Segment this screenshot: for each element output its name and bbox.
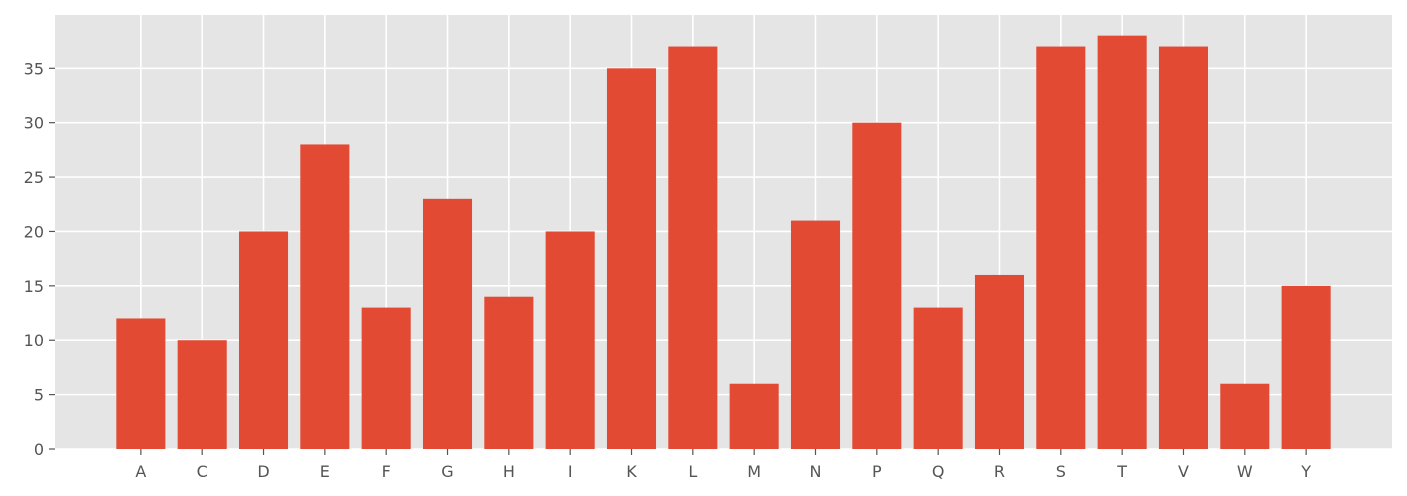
x-tick-label: A (135, 462, 146, 481)
bar-m (729, 383, 779, 449)
x-tick-label: V (1178, 462, 1189, 481)
x-tick-label: N (810, 462, 822, 481)
bar-e (300, 144, 350, 449)
bar-n (790, 220, 841, 449)
x-tick-label: I (568, 462, 573, 481)
x-tick-label: H (503, 462, 515, 481)
bars (116, 35, 1331, 450)
bar-g (422, 198, 473, 449)
x-tick-label: S (1056, 462, 1066, 481)
y-tick-label: 10 (24, 331, 44, 350)
y-tick-label: 35 (24, 59, 44, 78)
x-tick-label: G (441, 462, 453, 481)
x-tick-label: Y (1300, 462, 1311, 481)
bar-r (974, 274, 1025, 449)
bar-d (238, 231, 289, 449)
x-tick-label: P (872, 462, 882, 481)
x-tick-label: L (688, 462, 697, 481)
y-tick-label: 30 (24, 114, 44, 133)
y-tick-label: 15 (24, 277, 44, 296)
x-tick-label: D (257, 462, 269, 481)
bar-t (1097, 35, 1147, 450)
y-axis: 0 5 10 15 20 25 30 35 (24, 59, 55, 459)
x-tick-label: R (994, 462, 1005, 481)
bar-w (1220, 383, 1270, 449)
bar-a (116, 318, 166, 449)
x-tick-label: W (1237, 462, 1253, 481)
bar-q (913, 307, 963, 449)
bar-y (1281, 285, 1331, 449)
bar-h (484, 296, 534, 449)
bar-l (668, 46, 718, 450)
x-tick-label: E (320, 462, 330, 481)
bar-p (852, 122, 902, 450)
x-tick-label: K (626, 462, 637, 481)
y-tick-label: 20 (24, 222, 44, 241)
bar-k (606, 68, 657, 449)
y-tick-label: 5 (34, 386, 44, 405)
y-tick-label: 0 (34, 440, 44, 459)
x-tick-label: Q (932, 462, 945, 481)
bar-c (177, 340, 227, 449)
x-tick-label: F (382, 462, 391, 481)
y-tick-label: 25 (24, 168, 44, 187)
x-tick-label: C (197, 462, 208, 481)
bar-i (545, 231, 595, 449)
bar-f (361, 307, 411, 449)
x-tick-label: T (1116, 462, 1127, 481)
bar-s (1036, 46, 1086, 450)
x-tick-label: M (747, 462, 761, 481)
bar-v (1158, 46, 1209, 450)
